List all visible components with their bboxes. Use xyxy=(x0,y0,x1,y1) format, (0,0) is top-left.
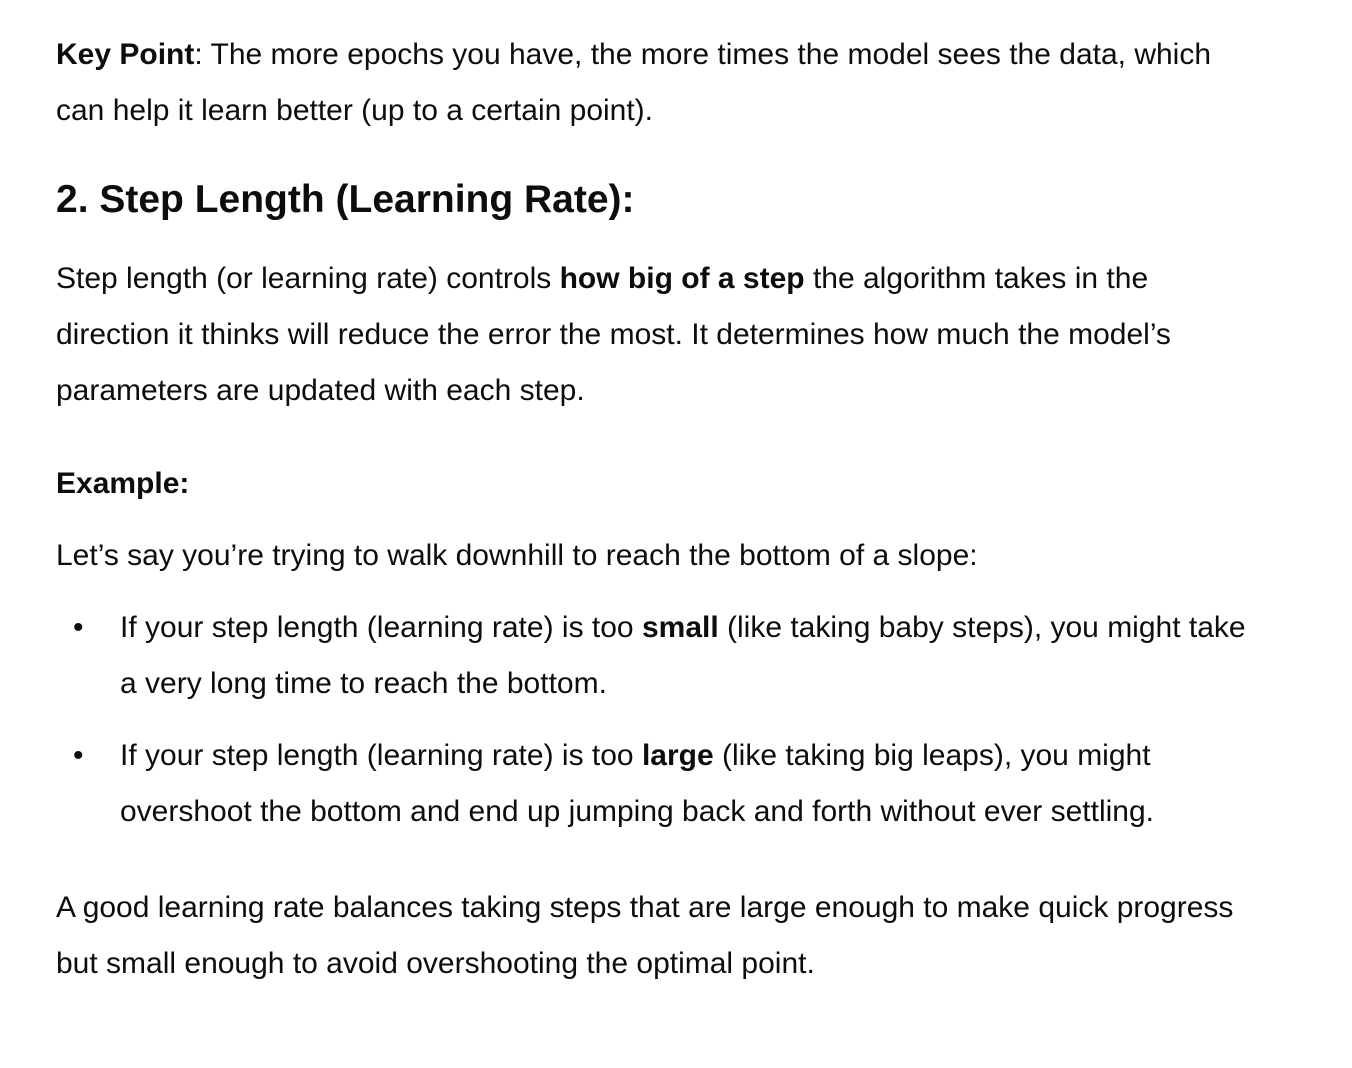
document-content: Key Point: The more epochs you have, the… xyxy=(56,0,1256,980)
section-description: Step length (or learning rate) controls … xyxy=(56,226,1256,419)
bullet-icon: • xyxy=(73,611,84,644)
bullet-icon: • xyxy=(73,739,84,772)
key-point-paragraph: Key Point: The more epochs you have, the… xyxy=(56,0,1256,139)
closing-paragraph: A good learning rate balances taking ste… xyxy=(56,891,1234,980)
list-item: • If your step length (learning rate) is… xyxy=(56,728,1256,840)
key-point-label: Key Point xyxy=(56,38,195,71)
section-heading: 2. Step Length (Learning Rate): xyxy=(56,178,635,221)
bullet-text-after: (like taking big leaps), you might overs… xyxy=(120,739,1154,828)
bullet-bold: large xyxy=(641,739,714,772)
bullet-text-before: If your step length (learning rate) is t… xyxy=(120,739,642,772)
bullet-text-before: If your step length (learning rate) is t… xyxy=(120,611,642,644)
key-point-text: : The more epochs you have, the more tim… xyxy=(56,38,1212,127)
bullet-bold: small xyxy=(641,611,719,644)
example-heading: Example: xyxy=(56,467,190,500)
description-text-after: the algorithm takes in the direction it … xyxy=(56,262,1171,407)
description-bold: how big of a step xyxy=(559,262,805,295)
example-bullet-list: • If your step length (learning rate) is… xyxy=(56,584,1256,840)
bullet-text-after: (like taking baby steps), you might take… xyxy=(120,611,1246,700)
description-text-before: Step length (or learning rate) controls xyxy=(56,262,560,295)
example-intro: Let’s say you’re trying to walk downhill… xyxy=(56,539,978,572)
list-item: • If your step length (learning rate) is… xyxy=(56,600,1256,712)
